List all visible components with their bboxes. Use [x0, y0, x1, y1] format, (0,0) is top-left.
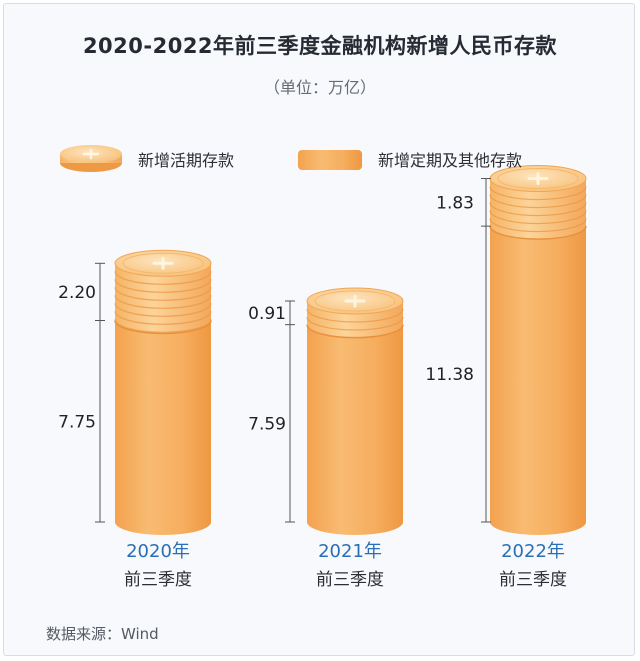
bar-demand-1: [114, 249, 212, 335]
legend-label-demand: 新增活期存款: [138, 151, 235, 170]
category-year-1: 2020年: [126, 541, 190, 562]
category-period-1: 前三季度: [124, 570, 192, 590]
bar-demand-3: [489, 165, 587, 240]
category-year-3: 2022年: [501, 541, 565, 562]
value-label-demand-1: 2.20: [58, 283, 96, 303]
bars-layer: [114, 165, 587, 535]
bar-other-1: [115, 320, 211, 535]
bar-demand-2: [306, 287, 404, 339]
bracket-3: [481, 178, 491, 523]
legend-label-other: 新增定期及其他存款: [378, 151, 523, 170]
value-label-other-1: 7.75: [58, 412, 96, 432]
chart-title: 2020-2022年前三季度金融机构新增人民币存款: [82, 34, 558, 58]
category-period-3: 前三季度: [499, 570, 567, 590]
value-label-demand-3: 1.83: [436, 193, 474, 213]
value-label-other-3: 11.38: [425, 365, 474, 385]
value-label-other-2: 7.59: [248, 414, 286, 434]
source-note: 数据来源：Wind: [46, 625, 159, 643]
bar-other-2: [307, 324, 403, 535]
bar-other-3: [490, 226, 586, 535]
category-period-2: 前三季度: [316, 570, 384, 590]
category-year-2: 2021年: [318, 541, 382, 562]
value-label-demand-2: 0.91: [248, 304, 286, 324]
chart-subtitle: （单位：万亿）: [263, 78, 376, 97]
bracket-1: [95, 262, 105, 523]
legend-other-icon: [298, 150, 362, 170]
legend-demand-icon: [60, 145, 122, 172]
bracket-2: [285, 300, 295, 523]
